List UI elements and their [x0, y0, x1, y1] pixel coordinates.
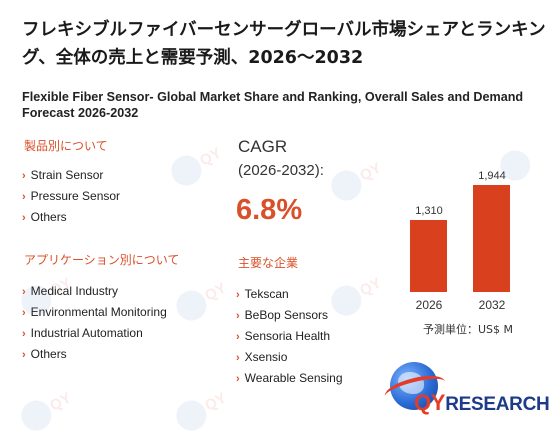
product-item-label: Strain Sensor — [30, 168, 104, 182]
page-title-japanese: フレキシブルファイバーセンサーグローバル市場シェアとランキング、全体の売上と需要… — [22, 20, 546, 68]
bar-2026 — [410, 220, 447, 292]
product-list: › Strain Sensor › Pressure Sensor › Others — [22, 165, 120, 228]
list-item: › Others — [22, 207, 120, 228]
page-title-english: Flexible Fiber Sensor- Global Market Sha… — [22, 90, 524, 120]
bar-value-label: 1,310 — [415, 205, 443, 217]
watermark-text: QY — [47, 389, 75, 415]
list-item: › Strain Sensor — [22, 165, 120, 186]
company-item-label: Tekscan — [244, 287, 289, 301]
chevron-right-icon: › — [22, 170, 26, 182]
application-list: › Medical Industry › Environmental Monitor… — [22, 281, 167, 365]
list-item: › BeBop Sensors — [236, 305, 343, 326]
application-item-label: Industrial Automation — [30, 326, 143, 340]
chevron-right-icon: › — [236, 352, 240, 364]
list-item: › Medical Industry — [22, 281, 167, 302]
logo-text: QYRESEARCH — [414, 390, 550, 416]
application-item-label: Medical Industry — [30, 284, 119, 298]
list-item: › Wearable Sensing — [236, 368, 343, 389]
application-section-heading: アプリケーション別について — [24, 253, 180, 267]
company-item-label: Sensoria Health — [244, 329, 331, 343]
watermark-2: QY — [326, 154, 387, 206]
chevron-right-icon: › — [236, 289, 240, 301]
application-item-label: Others — [30, 347, 67, 361]
watermark-1: QY — [166, 139, 227, 191]
watermark-5: QY — [171, 274, 232, 326]
product-section-heading: 製品別について — [24, 139, 108, 153]
application-item-label: Environmental Monitoring — [30, 305, 167, 319]
list-item: › Industrial Automation — [22, 323, 167, 344]
chevron-right-icon: › — [22, 191, 26, 203]
logo-text-research: RESEARCH — [445, 394, 550, 415]
companies-section-heading: 主要な企業 — [238, 256, 299, 270]
bar-category-label: 2032 — [478, 298, 506, 312]
cagr-label: CAGR — [238, 137, 288, 156]
cagr-value: 6.8% — [236, 194, 303, 226]
list-item: › Others — [22, 344, 167, 365]
product-item-label: Pressure Sensor — [30, 189, 121, 203]
chevron-right-icon: › — [236, 310, 240, 322]
chevron-right-icon: › — [22, 328, 26, 340]
watermark-text: QY — [202, 279, 230, 305]
company-item-label: BeBop Sensors — [244, 308, 329, 322]
bar-2032 — [473, 185, 510, 292]
bar-category-label: 2026 — [415, 298, 443, 312]
watermark-text: QY — [357, 274, 385, 300]
forecast-unit-note: 予測単位：US$ M — [423, 323, 514, 336]
watermark-text: QY — [357, 159, 385, 185]
market-size-bar-chart: 1,310 2026 1,944 2032 — [395, 160, 525, 320]
company-item-label: Xsensio — [244, 350, 288, 364]
bar-value-label: 1,944 — [478, 170, 506, 182]
list-item: › Tekscan — [236, 284, 343, 305]
watermark-text: QY — [197, 144, 225, 170]
list-item: › Sensoria Health — [236, 326, 343, 347]
watermark-7: QY — [16, 384, 77, 436]
logo-text-qy: QY — [414, 390, 446, 415]
company-item-label: Wearable Sensing — [244, 371, 343, 385]
list-item: › Environmental Monitoring — [22, 302, 167, 323]
globe-icon — [390, 362, 438, 410]
chevron-right-icon: › — [22, 212, 26, 224]
list-item: › Xsensio — [236, 347, 343, 368]
qyresearch-logo: QYRESEARCH — [382, 360, 550, 430]
chevron-right-icon: › — [22, 307, 26, 319]
cagr-range: (2026-2032): — [238, 162, 324, 179]
companies-list: › Tekscan › BeBop Sensors › Sensoria Health… — [236, 284, 343, 389]
chevron-right-icon: › — [236, 373, 240, 385]
chevron-right-icon: › — [236, 331, 240, 343]
list-item: › Pressure Sensor — [22, 186, 120, 207]
watermark-text: QY — [202, 389, 230, 415]
watermark-8: QY — [171, 384, 232, 436]
product-item-label: Others — [30, 210, 67, 224]
chevron-right-icon: › — [22, 286, 26, 298]
chevron-right-icon: › — [22, 349, 26, 361]
